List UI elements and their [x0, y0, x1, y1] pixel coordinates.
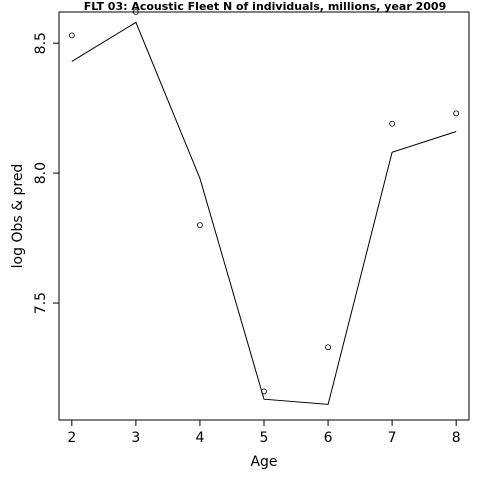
obs-point	[325, 344, 331, 351]
x-tick-label: 6	[324, 430, 333, 446]
y-tick-label: 7.5	[33, 292, 49, 314]
y-tick-label: 8.0	[33, 162, 49, 184]
obs-point	[453, 110, 460, 117]
obs-point	[132, 9, 139, 15]
obs-point	[197, 222, 203, 228]
pred-line	[71, 21, 457, 405]
x-axis-label: Age	[250, 454, 277, 470]
x-tick-label: 4	[195, 430, 204, 446]
obs-point	[389, 120, 396, 127]
plot-area	[68, 9, 460, 405]
obs-point	[68, 32, 75, 39]
x-tick-label: 2	[67, 430, 76, 446]
x-tick-label: 8	[452, 430, 461, 446]
y-tick-label: 8.5	[33, 32, 49, 54]
y-axis-label: log Obs & pred	[10, 164, 26, 269]
plot-frame	[58, 11, 470, 421]
y-axis: 7.5 8.0 8.5	[33, 32, 60, 314]
x-axis: 2 3 4 5 6 7 8	[67, 419, 461, 446]
x-tick-label: 5	[260, 430, 269, 446]
x-tick-label: 7	[388, 430, 397, 446]
chart-title: FLT 03: Acoustic Fleet N of individuals,…	[84, 0, 446, 13]
x-tick-label: 3	[131, 430, 140, 446]
